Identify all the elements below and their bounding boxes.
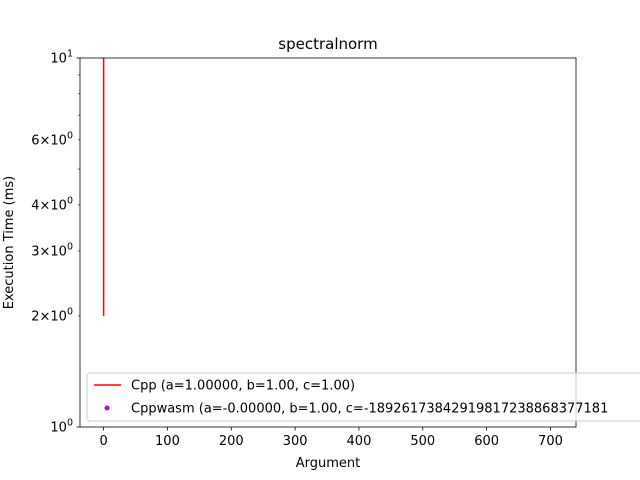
x-tick-label: 700 — [538, 434, 563, 449]
x-tick-label: 500 — [410, 434, 435, 449]
y-tick-label: 6×100 — [31, 130, 73, 148]
axes-layer: 0 100 200 300 400 500 600 700 100 101 2×100 3×100 4×… — [31, 49, 577, 449]
legend-label: Cpp (a=1.00000, b=1.00, c=1.00) — [131, 379, 355, 394]
x-tick-label: 0 — [99, 434, 107, 449]
x-axis-title: Argument — [296, 456, 361, 471]
y-tick-label: 101 — [50, 49, 73, 67]
y-tick-label: 3×100 — [31, 241, 73, 259]
x-tick-label: 300 — [283, 434, 308, 449]
x-tick-label: 100 — [155, 434, 180, 449]
x-tick-label: 400 — [347, 434, 372, 449]
legend-label: Cppwasm (a=-0.00000, b=1.00, c=-18926173… — [131, 402, 608, 417]
legend-marker-swatch — [104, 405, 110, 411]
y-tick-label: 4×100 — [31, 195, 73, 213]
y-tick-label: 2×100 — [31, 306, 73, 324]
chart-title: spectralnorm — [278, 35, 377, 53]
legend: Cpp (a=1.00000, b=1.00, c=1.00) Cppwasm (… — [86, 372, 640, 422]
x-tick-label: 600 — [474, 434, 499, 449]
y-axis-title: Execution Time (ms) — [2, 176, 17, 309]
y-tick-label: 100 — [50, 418, 73, 436]
axes-frame — [79, 57, 577, 428]
x-tick-label: 200 — [219, 434, 244, 449]
legend-box — [86, 372, 640, 422]
